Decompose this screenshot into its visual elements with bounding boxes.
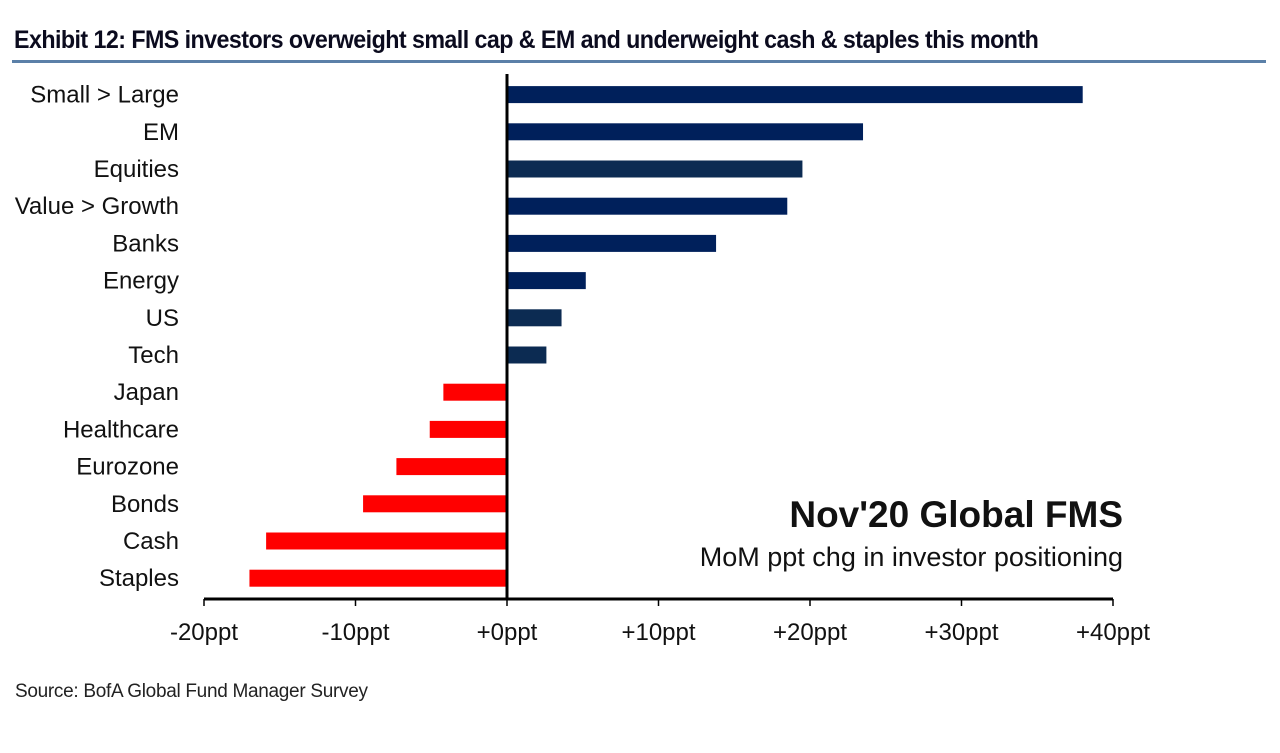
category-label: Energy (103, 268, 179, 295)
bar-tech (507, 346, 547, 364)
x-tick-label: -20ppt (170, 619, 238, 646)
bar-cash (266, 532, 507, 550)
category-label: Equities (94, 156, 179, 183)
bar-bonds (363, 495, 507, 513)
source-note: Source: BofA Global Fund Manager Survey (15, 681, 368, 702)
bar-us (507, 309, 562, 327)
bar-staples (249, 569, 507, 587)
annotation-title: Nov'20 Global FMS (789, 494, 1123, 535)
x-tick-label: +10ppt (621, 619, 695, 646)
category-label: Cash (123, 528, 179, 555)
bar-banks (507, 234, 717, 252)
category-label: Eurozone (76, 454, 179, 481)
bar-healthcare (429, 420, 507, 438)
x-tick-label: +30ppt (924, 619, 998, 646)
bar-energy (507, 272, 586, 290)
chart-title: Exhibit 12: FMS investors overweight sma… (14, 26, 1039, 54)
category-label: Bonds (111, 491, 179, 518)
category-label: EM (143, 119, 179, 146)
category-label: Small > Large (30, 82, 179, 109)
bar-em (507, 123, 864, 141)
category-label: Banks (112, 230, 179, 257)
x-tick-label: +0ppt (477, 619, 538, 646)
x-tick-label: +40ppt (1076, 619, 1150, 646)
title-divider (12, 60, 1266, 63)
category-label: Value > Growth (15, 193, 179, 220)
category-label: Japan (114, 379, 179, 406)
bar-small-large (507, 86, 1083, 104)
category-label: Staples (99, 565, 179, 592)
x-tick-label: -10ppt (321, 619, 389, 646)
annotation-subtitle: MoM ppt chg in investor positioning (700, 542, 1123, 572)
bar-equities (507, 160, 803, 178)
category-label: US (146, 305, 179, 332)
category-label: Healthcare (63, 416, 179, 443)
bar-value-growth (507, 197, 788, 215)
category-label: Tech (128, 342, 179, 369)
bar-eurozone (396, 458, 507, 476)
bar-japan (443, 383, 507, 401)
x-tick-label: +20ppt (773, 619, 847, 646)
